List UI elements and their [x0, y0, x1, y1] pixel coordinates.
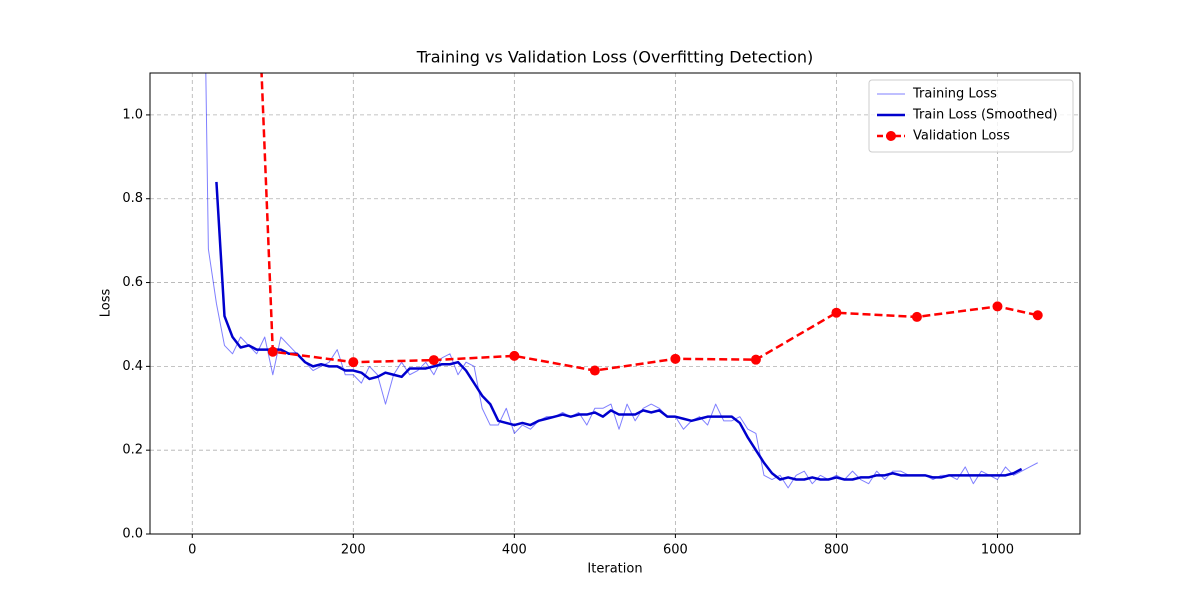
data-point	[589, 365, 600, 376]
x-axis-label: Iteration	[587, 562, 642, 577]
data-point	[348, 357, 359, 368]
y-axis-label: Loss	[99, 289, 114, 318]
data-point	[428, 355, 439, 366]
data-point	[267, 346, 278, 357]
data-point	[1032, 310, 1043, 321]
y-tick-label: 0.2	[122, 443, 143, 458]
data-point	[992, 301, 1003, 312]
series-line	[215, 181, 1023, 481]
data-point	[831, 307, 842, 318]
data-point	[509, 350, 520, 361]
y-tick-label: 0.4	[122, 359, 143, 374]
plot-frame	[149, 72, 1081, 535]
legend-label: Train Loss (Smoothed)	[912, 108, 1058, 123]
data-point	[911, 311, 922, 322]
plot-area	[205, 73, 1043, 489]
chart-title: Training vs Validation Loss (Overfitting…	[416, 48, 814, 67]
y-tick-label: 1.0	[122, 107, 143, 122]
x-tick-label: 1000	[981, 543, 1014, 558]
x-tick-label: 800	[824, 543, 849, 558]
legend: Training Loss Train Loss (Smoothed) Valida…	[868, 79, 1074, 153]
x-tick-label: 600	[663, 543, 688, 558]
series-line	[260, 73, 1038, 372]
legend-label: Validation Loss	[913, 129, 1010, 144]
legend-box	[868, 79, 1074, 153]
data-point	[670, 353, 681, 364]
x-tick-label: 0	[188, 543, 196, 558]
y-tick-label: 0.8	[122, 191, 143, 206]
series-line	[205, 73, 1038, 489]
legend-label: Training Loss	[912, 87, 997, 102]
data-point	[750, 354, 761, 365]
y-tick-label: 0.0	[122, 527, 143, 542]
legend-marker	[886, 131, 896, 141]
x-tick-label: 400	[502, 543, 527, 558]
y-tick-label: 0.6	[122, 275, 143, 290]
x-tick-label: 200	[341, 543, 366, 558]
